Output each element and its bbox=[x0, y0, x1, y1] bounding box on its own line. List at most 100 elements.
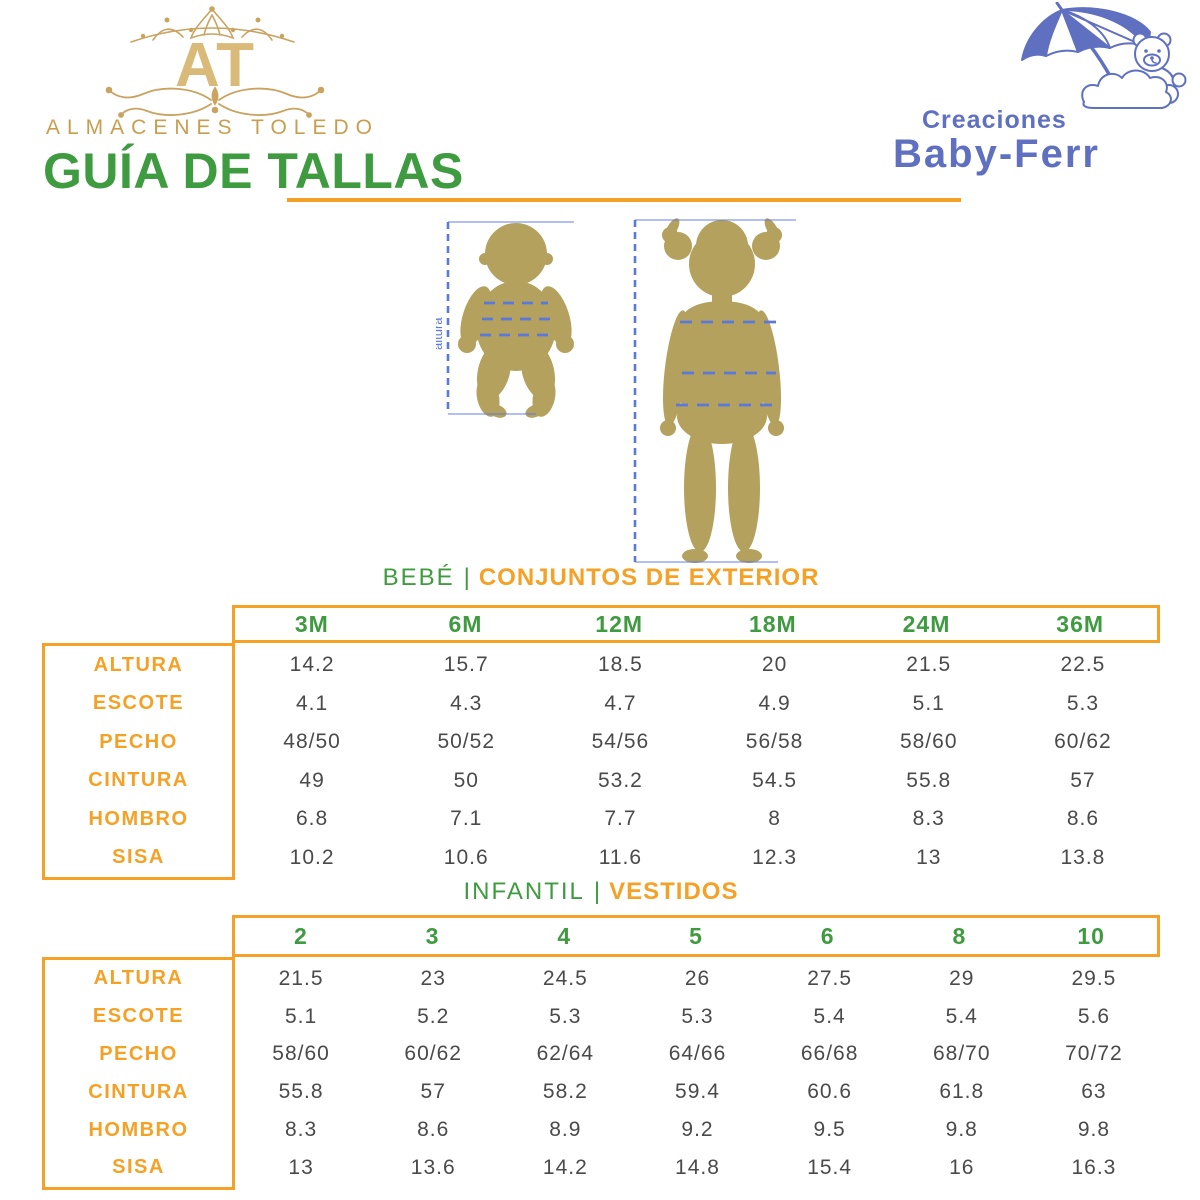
table-cell: 22.5 bbox=[1060, 653, 1106, 677]
table-cell: 15.7 bbox=[443, 653, 489, 677]
table-cell: 66/68 bbox=[800, 1042, 859, 1066]
table-cell: 4.1 bbox=[295, 691, 329, 715]
table-cell: 15.4 bbox=[807, 1155, 853, 1179]
column-header: 18M bbox=[748, 610, 797, 637]
column-header: 12M bbox=[595, 610, 644, 637]
table-cell: 50/52 bbox=[437, 730, 496, 754]
umbrella-bear-icon bbox=[1021, 2, 1187, 109]
table-cell: 29 bbox=[949, 966, 975, 990]
table-header-row: 3M 6M 12M 18M 24M 36M bbox=[232, 605, 1160, 643]
table-cell: 8.3 bbox=[284, 1118, 318, 1142]
table-cell: 9.8 bbox=[945, 1118, 978, 1142]
column-header: 8 bbox=[952, 922, 967, 949]
table-cell: 7.1 bbox=[450, 807, 483, 831]
table-bebe: 3M 6M 12M 18M 24M 36M ALTURA ESCOTE PECHO CINTUR… bbox=[42, 605, 1160, 880]
table-cell: 68/70 bbox=[932, 1042, 991, 1066]
table-cell: 61.8 bbox=[939, 1080, 985, 1104]
section-separator: | bbox=[593, 878, 601, 905]
section-name: VESTIDOS bbox=[609, 878, 739, 905]
table-cell: 21.5 bbox=[278, 966, 324, 990]
table-cell: 5.1 bbox=[284, 1004, 318, 1028]
row-label: CINTURA bbox=[88, 1080, 189, 1103]
baby-silhouette: altura bbox=[436, 221, 574, 418]
girl-measure-lines bbox=[633, 219, 796, 563]
table-cell: 56/58 bbox=[745, 730, 804, 754]
table-cell: 24.5 bbox=[542, 966, 588, 990]
column-header: 5 bbox=[689, 922, 703, 949]
table-infantil: 2 3 4 5 6 8 10 ALTURA ESCOTE PECHO CINTURA HOMBRO S… bbox=[42, 915, 1160, 1190]
table-cell: 10.6 bbox=[443, 845, 489, 869]
table-cell: 10.2 bbox=[289, 845, 335, 869]
table-cell: 6.8 bbox=[295, 807, 329, 831]
tiara-crown-icon bbox=[130, 6, 295, 43]
row-label: SISA bbox=[112, 846, 165, 869]
column-header: 6 bbox=[820, 922, 835, 949]
column-header: 2 bbox=[293, 922, 308, 949]
girl-silhouette bbox=[633, 218, 796, 563]
section-label: BEBÉ bbox=[382, 564, 455, 591]
table-cell: 8 bbox=[768, 807, 781, 831]
table-cell: 14.8 bbox=[675, 1155, 720, 1179]
table-cell: 8.9 bbox=[549, 1118, 582, 1142]
table-cell: 58/60 bbox=[899, 730, 958, 754]
table-cell: 9.8 bbox=[1077, 1118, 1111, 1142]
table-cell: 16 bbox=[949, 1155, 975, 1179]
table-cell: 23 bbox=[420, 966, 446, 990]
row-label: PECHO bbox=[99, 730, 178, 753]
table-cell: 13 bbox=[916, 845, 942, 869]
flourish-ornament-icon bbox=[105, 86, 325, 118]
table-cell: 50 bbox=[453, 768, 479, 792]
table-cell: 55.8 bbox=[278, 1080, 324, 1104]
table-cell: 5.2 bbox=[417, 1004, 450, 1028]
table-cell: 5.4 bbox=[945, 1004, 978, 1028]
section-name: CONJUNTOS DE EXTERIOR bbox=[478, 564, 820, 591]
brand-line-2: Baby-Ferr bbox=[893, 132, 1100, 176]
table-cell: 70/72 bbox=[1065, 1042, 1123, 1066]
row-label: ALTURA bbox=[93, 653, 184, 676]
table-cell: 5.3 bbox=[681, 1004, 714, 1028]
table-cell: 18.5 bbox=[597, 653, 643, 677]
table-cell: 9.2 bbox=[681, 1118, 714, 1142]
store-name: ALMACENES TOLEDO bbox=[46, 116, 379, 139]
column-header: 3M bbox=[294, 610, 329, 637]
table-cell: 58/60 bbox=[272, 1042, 330, 1066]
table-header-row: 2 3 4 5 6 8 10 bbox=[232, 915, 1160, 957]
column-header: 36M bbox=[1056, 610, 1105, 637]
table-cell: 26 bbox=[684, 966, 711, 990]
row-label-column: ALTURA ESCOTE PECHO CINTURA HOMBRO SISA bbox=[42, 643, 235, 880]
table-cell: 12.3 bbox=[752, 845, 798, 869]
table-cell: 27.5 bbox=[807, 966, 853, 990]
altura-label: altura bbox=[436, 317, 445, 350]
row-label: PECHO bbox=[99, 1042, 178, 1065]
table-cell: 4.3 bbox=[450, 691, 483, 715]
column-header: 4 bbox=[557, 922, 572, 949]
table-cell: 63 bbox=[1081, 1080, 1107, 1104]
table-cell: 16.3 bbox=[1071, 1155, 1117, 1179]
table-cell: 55.8 bbox=[906, 768, 952, 792]
table-cell: 21.5 bbox=[906, 653, 952, 677]
baby-measure-lines bbox=[446, 221, 574, 415]
row-label: HOMBRO bbox=[88, 1118, 189, 1141]
section-separator: | bbox=[463, 564, 470, 591]
table-cell: 14.2 bbox=[542, 1155, 588, 1179]
section-label: INFANTIL bbox=[463, 878, 585, 905]
brand-line-1: Creaciones bbox=[922, 106, 1067, 134]
page-title: GUÍA DE TALLAS bbox=[43, 143, 464, 199]
table-cell: 57 bbox=[1070, 768, 1096, 792]
table-data: 21.5 23 24.5 26 27.5 29 29.5 5.1 5.2 5.3 5.3 5.4 5.4… bbox=[235, 957, 1160, 1190]
table-cell: 62/64 bbox=[536, 1042, 595, 1066]
table-cell: 14.2 bbox=[289, 653, 335, 677]
title-underline bbox=[287, 198, 961, 202]
table-cell: 58.2 bbox=[542, 1080, 588, 1104]
section-title-infantil: INFANTIL | VESTIDOS bbox=[42, 878, 1160, 906]
table-cell: 48/50 bbox=[283, 730, 341, 754]
row-label: ESCOTE bbox=[92, 692, 185, 715]
table-cell: 13.6 bbox=[410, 1155, 456, 1179]
table-cell: 13.8 bbox=[1060, 845, 1106, 869]
table-cell: 60.6 bbox=[807, 1080, 853, 1104]
table-cell: 7.7 bbox=[604, 807, 637, 831]
row-label: CINTURA bbox=[88, 769, 189, 792]
table-cell: 13 bbox=[288, 1155, 314, 1179]
table-cell: 8.6 bbox=[1066, 807, 1100, 831]
row-label: ALTURA bbox=[93, 967, 184, 990]
